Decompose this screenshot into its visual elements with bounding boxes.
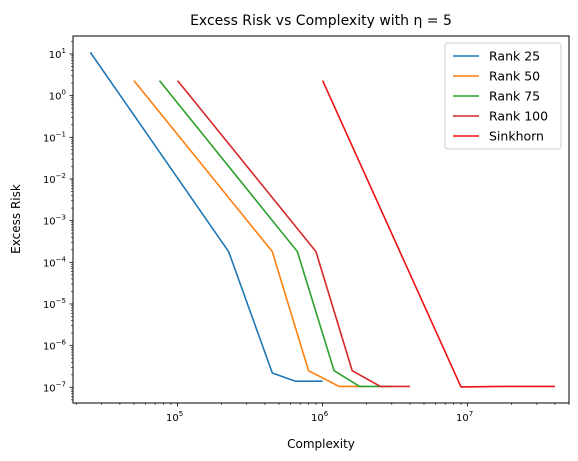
legend-box bbox=[444, 42, 562, 150]
y-tick-label: 10−3 bbox=[43, 214, 66, 228]
legend-label: Sinkhorn bbox=[489, 129, 544, 144]
x-tick-label: 107 bbox=[456, 410, 473, 424]
series-line-sinkhorn bbox=[321, 80, 555, 388]
series-line-rank-50 bbox=[133, 80, 367, 388]
x-axis-label: Complexity bbox=[287, 437, 355, 451]
series-line-rank-100 bbox=[176, 80, 410, 388]
x-axis: 105 106 107 bbox=[75, 403, 570, 424]
y-axis-label: Excess Risk bbox=[9, 184, 23, 254]
x-tick-label: 105 bbox=[166, 410, 183, 424]
y-tick-label: 10−5 bbox=[43, 297, 66, 311]
y-tick-label: 10−6 bbox=[43, 339, 67, 353]
legend-label: Rank 50 bbox=[489, 69, 540, 84]
x-tick-label: 106 bbox=[311, 410, 329, 424]
legend-label: Rank 25 bbox=[489, 49, 540, 64]
y-axis: 10−7 10−6 10−5 10−4 10−3 10−2 10−1 100 101 bbox=[43, 41, 73, 401]
y-tick-label: 101 bbox=[49, 47, 66, 61]
series-line-rank-75 bbox=[158, 80, 392, 388]
series-line-rank-25 bbox=[89, 51, 323, 383]
y-tick-label: 10−4 bbox=[43, 255, 67, 269]
legend-label: Rank 75 bbox=[489, 89, 540, 104]
legend-label: Rank 100 bbox=[489, 109, 548, 124]
legend: Rank 25 Rank 50 Rank 75 Rank 100 Sinkhorn bbox=[444, 42, 562, 150]
y-tick-label: 10−2 bbox=[43, 172, 66, 186]
series-layer bbox=[89, 51, 555, 388]
chart-title: Excess Risk vs Complexity with η = 5 bbox=[190, 13, 452, 29]
plot-area bbox=[72, 35, 570, 404]
plot-frame bbox=[72, 35, 570, 404]
y-tick-label: 10−1 bbox=[43, 130, 66, 144]
y-tick-label: 10−7 bbox=[43, 380, 66, 394]
y-tick-label: 100 bbox=[49, 89, 66, 103]
